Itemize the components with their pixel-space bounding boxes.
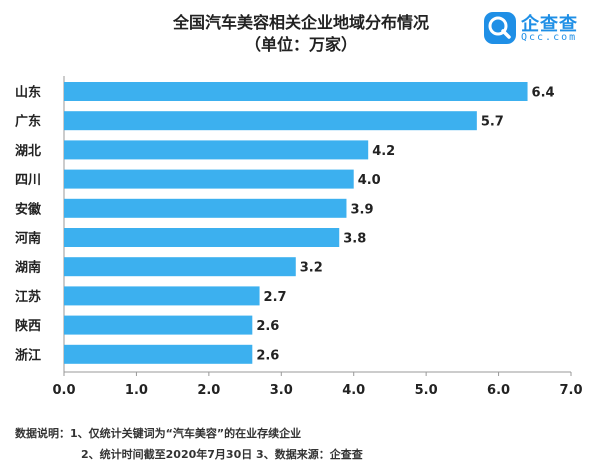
value-label-2: 5.7 [481,115,504,130]
category-label-9: 陕西 [15,318,41,334]
value-label-6: 3.8 [343,232,366,247]
value-label-10: 2.6 [256,348,279,363]
category-label-5: 安徽 [15,201,42,217]
bar-4 [64,169,354,189]
bar-8 [64,286,260,306]
x-tick-label-7: 6.0 [487,383,510,398]
bar-1 [64,82,528,101]
x-tick-label-4: 3.0 [270,383,293,398]
value-label-3: 4.2 [372,144,395,159]
bar-7 [64,257,296,277]
x-tick-label-8: 7.0 [559,383,582,398]
bar-chart: 山东 6.4 广东 5.7 湖北 4.2 四川 4.0 安徽 3.9 河南 3.8 湖南 3.2 江苏 2.7… [15,76,583,398]
bar-10 [64,344,253,364]
x-tick-label-2: 1.0 [125,383,148,398]
chart-title: 全国汽车美容相关企业地域分布情况 [172,13,429,32]
data-note-line-2: 2、统计时间截至2020年7月30日 3、数据来源：企查查 [81,448,363,461]
category-label-8: 江苏 [15,289,41,305]
bar-2 [64,111,477,131]
category-label-10: 浙江 [15,347,41,363]
category-label-2: 广东 [15,114,41,130]
x-tick-label-6: 5.0 [415,383,438,398]
chart-subtitle: （单位：万家） [244,35,357,54]
value-label-4: 4.0 [358,173,381,188]
bar-3 [64,140,369,160]
value-label-1: 6.4 [532,86,555,101]
logo-text: 企查查 [521,14,578,35]
category-label-3: 湖北 [15,144,41,159]
qcc-logo-icon [484,12,516,44]
bar-6 [64,228,340,247]
value-label-7: 3.2 [300,261,323,276]
category-label-6: 河南 [15,231,41,247]
category-label-7: 湖南 [15,260,41,276]
x-tick-label-3: 2.0 [197,383,220,398]
value-label-9: 2.6 [256,319,279,334]
bar-5 [64,198,347,218]
value-label-8: 2.7 [264,290,287,305]
value-label-5: 3.9 [350,202,373,217]
bar-9 [64,315,253,335]
logo: 企查查 Qcc.com [483,10,599,48]
x-tick-label-1: 0.0 [52,383,75,398]
category-label-4: 四川 [15,173,41,188]
logo-subtext: Qcc.com [521,32,578,43]
x-tick-label-5: 4.0 [342,383,365,398]
data-note-line-1: 数据说明：1、仅统计关键词为“汽车美容”的在业存续企业 [15,427,302,440]
category-label-1: 山东 [15,85,41,101]
